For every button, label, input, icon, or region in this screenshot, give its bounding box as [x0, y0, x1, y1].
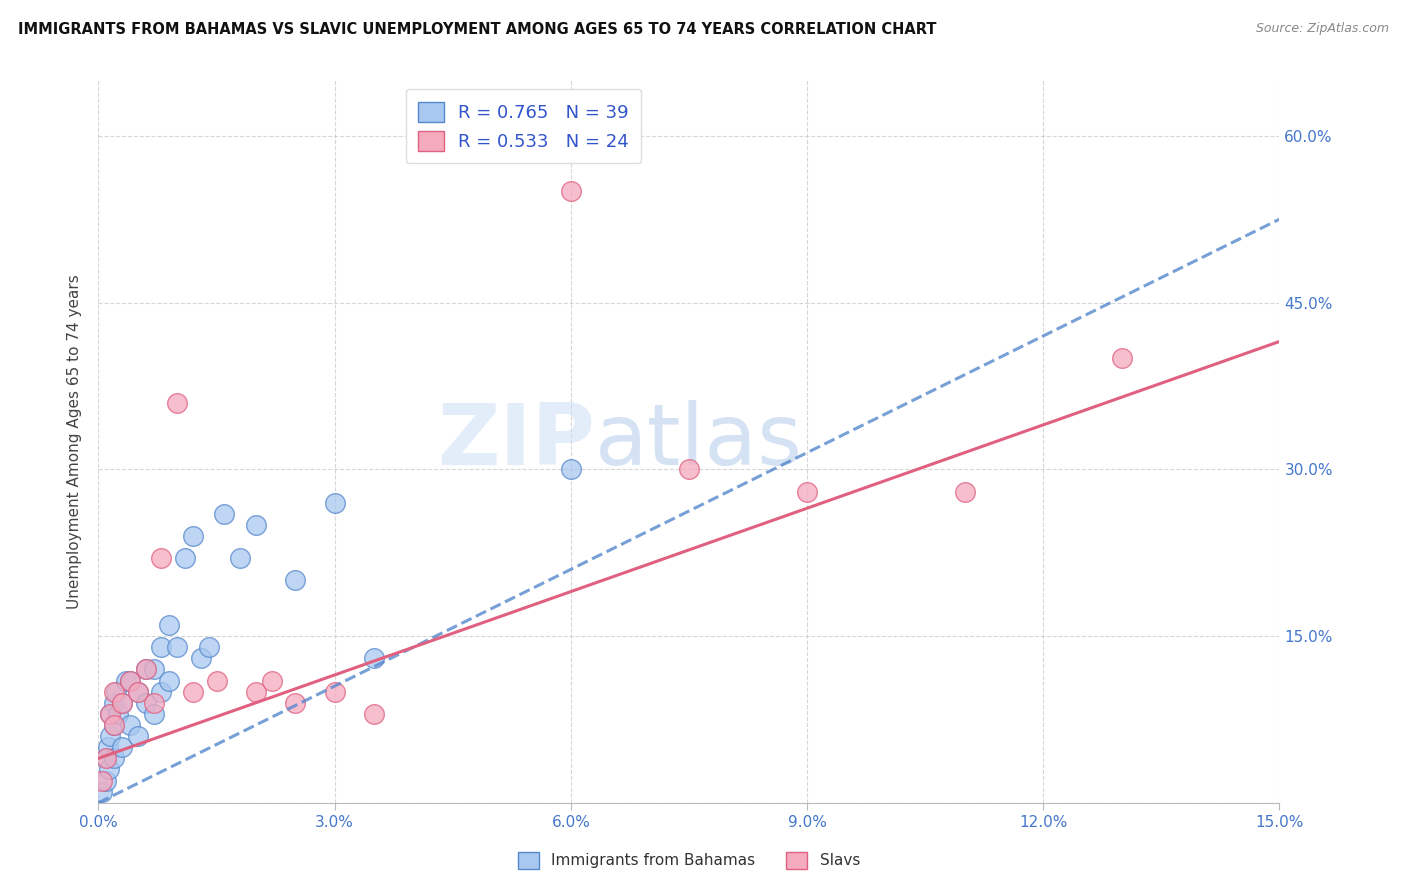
Y-axis label: Unemployment Among Ages 65 to 74 years: Unemployment Among Ages 65 to 74 years: [66, 274, 82, 609]
Point: [150, 684, 173, 698]
Point: [97, 740, 120, 755]
Point: [166, 395, 188, 409]
Point: [323, 684, 346, 698]
Point: [284, 696, 307, 710]
Point: [127, 729, 149, 743]
Point: [127, 684, 149, 698]
Point: [796, 484, 818, 499]
Point: [150, 640, 173, 655]
Point: [181, 529, 204, 543]
Point: [118, 673, 141, 688]
Point: [205, 673, 228, 688]
Point: [363, 651, 385, 665]
Point: [127, 684, 149, 698]
Text: IMMIGRANTS FROM BAHAMAS VS SLAVIC UNEMPLOYMENT AMONG AGES 65 TO 74 YEARS CORRELA: IMMIGRANTS FROM BAHAMAS VS SLAVIC UNEMPL…: [18, 22, 936, 37]
Point: [323, 496, 346, 510]
Point: [103, 684, 125, 698]
Point: [135, 662, 157, 676]
Point: [560, 185, 582, 199]
Point: [142, 706, 165, 721]
Point: [103, 696, 125, 710]
Point: [98, 706, 121, 721]
Point: [157, 673, 180, 688]
Point: [174, 551, 197, 566]
Point: [91, 785, 114, 799]
Point: [260, 673, 283, 688]
Point: [142, 696, 165, 710]
Point: [284, 574, 307, 588]
Point: [181, 684, 204, 698]
Point: [1111, 351, 1133, 366]
Point: [104, 684, 127, 698]
Point: [363, 706, 385, 721]
Text: Source: ZipAtlas.com: Source: ZipAtlas.com: [1256, 22, 1389, 36]
Point: [111, 696, 134, 710]
Point: [97, 763, 120, 777]
Point: [98, 729, 121, 743]
Text: ZIP: ZIP: [437, 400, 595, 483]
Point: [142, 662, 165, 676]
Point: [103, 751, 125, 765]
Point: [214, 507, 236, 521]
Point: [953, 484, 976, 499]
Point: [96, 751, 118, 765]
Point: [103, 718, 125, 732]
Point: [245, 684, 267, 698]
Point: [111, 696, 134, 710]
Point: [107, 706, 129, 721]
Point: [678, 462, 700, 476]
Text: atlas: atlas: [595, 400, 803, 483]
Point: [96, 773, 118, 788]
Point: [98, 706, 121, 721]
Point: [245, 517, 267, 532]
Point: [150, 551, 173, 566]
Point: [135, 662, 157, 676]
Point: [103, 718, 125, 732]
Point: [91, 773, 114, 788]
Legend: Immigrants from Bahamas, Slavs: Immigrants from Bahamas, Slavs: [512, 846, 866, 875]
Point: [197, 640, 219, 655]
Point: [135, 696, 157, 710]
Point: [166, 640, 188, 655]
Point: [118, 673, 141, 688]
Point: [111, 740, 134, 755]
Point: [118, 718, 141, 732]
Point: [96, 751, 118, 765]
Point: [190, 651, 212, 665]
Point: [560, 462, 582, 476]
Point: [157, 618, 180, 632]
Point: [115, 673, 138, 688]
Point: [229, 551, 252, 566]
